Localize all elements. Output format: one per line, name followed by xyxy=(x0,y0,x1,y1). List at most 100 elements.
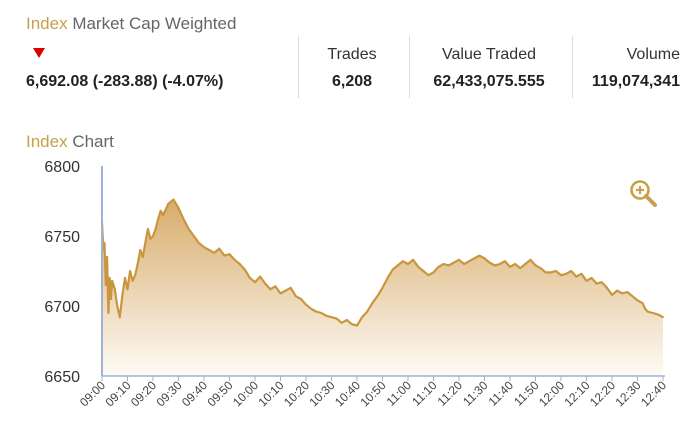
x-tick-label: 10:20 xyxy=(281,378,312,409)
data-point xyxy=(427,274,430,277)
data-point xyxy=(453,261,455,264)
data-point xyxy=(468,260,471,263)
x-tick-label: 09:00 xyxy=(77,378,108,409)
data-point xyxy=(104,284,107,286)
data-point xyxy=(147,228,149,230)
data-point xyxy=(442,263,445,265)
data-point xyxy=(529,258,532,261)
index-title: Index Market Cap Weighted xyxy=(26,14,236,34)
data-point xyxy=(177,207,180,209)
data-point xyxy=(152,235,154,237)
x-tick-label: 10:40 xyxy=(332,378,363,409)
data-point xyxy=(103,242,106,244)
series-line xyxy=(100,198,664,327)
data-point xyxy=(498,263,501,265)
data-point xyxy=(141,256,144,258)
volume-value: 119,074,341 xyxy=(591,73,680,90)
data-point xyxy=(493,264,496,267)
data-point xyxy=(172,198,175,201)
data-point xyxy=(144,242,147,244)
data-point xyxy=(124,277,126,279)
x-tick-label: 10:10 xyxy=(255,378,286,409)
stats-divider xyxy=(409,36,410,98)
data-point xyxy=(570,270,573,272)
data-point xyxy=(118,316,121,319)
data-point xyxy=(269,288,272,291)
x-tick-label: 11:50 xyxy=(511,378,542,409)
data-point xyxy=(284,289,287,292)
data-point xyxy=(565,272,567,275)
chart-title-rest: Chart xyxy=(67,132,114,151)
data-point xyxy=(646,310,649,313)
data-point xyxy=(113,288,116,291)
data-point xyxy=(585,279,588,282)
chart-title: Index Chart xyxy=(26,132,114,152)
index-title-rest: Market Cap Weighted xyxy=(67,14,237,33)
x-tick-label: 12:40 xyxy=(638,378,669,409)
data-point xyxy=(167,202,170,205)
data-point xyxy=(351,323,353,326)
data-point xyxy=(228,253,231,256)
data-point xyxy=(611,293,613,296)
data-point xyxy=(279,292,282,295)
data-point xyxy=(233,258,236,261)
data-point xyxy=(636,299,639,302)
data-point xyxy=(249,277,251,279)
y-tick-label: 6750 xyxy=(44,229,80,246)
data-point xyxy=(259,275,261,278)
data-point xyxy=(121,293,124,296)
zoom-in-icon[interactable] xyxy=(628,178,658,208)
data-point xyxy=(149,237,152,240)
x-tick-label: 09:40 xyxy=(179,378,210,409)
data-point xyxy=(213,251,216,254)
data-point xyxy=(595,282,598,285)
data-point xyxy=(504,260,506,263)
data-point xyxy=(223,254,226,257)
data-point xyxy=(243,268,246,271)
data-point xyxy=(300,298,302,300)
data-point xyxy=(539,267,542,270)
index-summary: 6,692.08 (-283.88) (-4.07%) xyxy=(26,73,224,90)
data-point xyxy=(437,265,440,268)
data-point xyxy=(371,302,374,305)
data-point xyxy=(657,313,659,316)
value-traded-value: 62,433,075.555 xyxy=(433,73,545,90)
data-point xyxy=(131,279,134,282)
data-point xyxy=(139,249,142,251)
data-point xyxy=(238,263,241,265)
data-point xyxy=(544,271,547,274)
x-tick-label: 09:10 xyxy=(102,378,133,409)
x-tick-label: 09:30 xyxy=(153,378,184,409)
data-point xyxy=(320,312,323,314)
y-tick-label: 6700 xyxy=(44,299,80,316)
x-tick-label: 09:50 xyxy=(204,378,235,409)
data-point xyxy=(473,257,476,260)
data-point xyxy=(483,257,486,260)
data-point xyxy=(187,228,190,230)
data-point xyxy=(644,307,646,310)
trades-label: Trades xyxy=(327,46,377,63)
value-traded-label: Value Traded xyxy=(442,46,536,63)
trades-value: 6,208 xyxy=(331,73,373,90)
data-point xyxy=(154,228,157,230)
data-point xyxy=(519,267,522,270)
data-point xyxy=(182,218,185,221)
data-point xyxy=(107,312,110,314)
data-point xyxy=(417,265,420,268)
data-point xyxy=(616,289,618,292)
volume-label: Volume xyxy=(626,46,680,63)
data-point xyxy=(407,263,409,265)
data-point xyxy=(192,235,195,237)
data-point xyxy=(305,303,307,306)
data-point xyxy=(335,317,338,320)
data-point xyxy=(159,209,162,212)
data-point xyxy=(325,314,328,317)
data-point xyxy=(534,264,537,267)
index-title-accent: Index xyxy=(26,14,68,33)
data-point xyxy=(488,261,491,264)
data-point xyxy=(111,279,114,282)
data-point xyxy=(447,264,450,267)
data-point xyxy=(203,246,205,249)
stats-divider xyxy=(298,36,299,98)
